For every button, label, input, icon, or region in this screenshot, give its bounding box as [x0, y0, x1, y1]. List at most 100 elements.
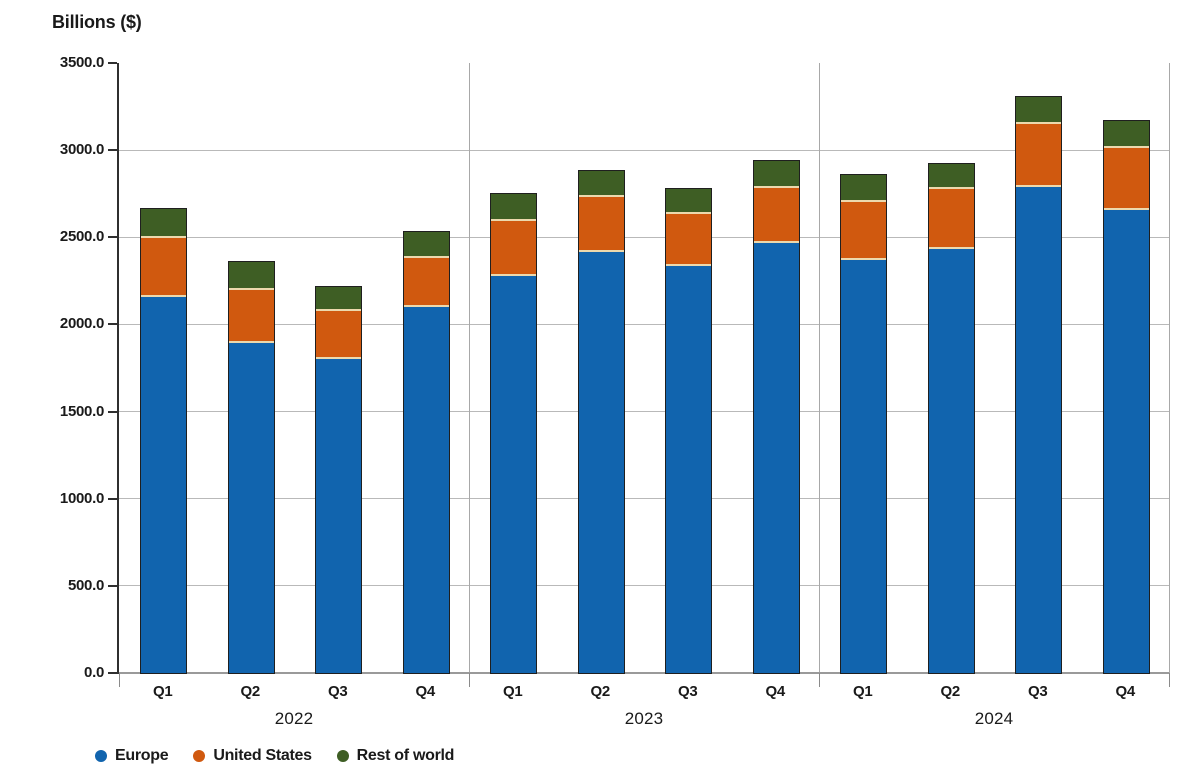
segment-united-states	[491, 220, 537, 276]
segment-europe	[228, 342, 274, 673]
bar-segments	[841, 175, 887, 673]
segment-europe	[316, 359, 362, 673]
chart-title: Billions ($)	[52, 12, 142, 32]
y-axis-tick	[108, 497, 117, 500]
bar-segments	[666, 189, 712, 673]
segment-rest-of-world	[928, 164, 974, 190]
legend-dot-united-states	[193, 750, 206, 762]
quarter-label: Q1	[853, 683, 873, 700]
legend-dot-rest-of-world	[336, 750, 349, 762]
plot-border-right	[1169, 63, 1170, 673]
bar-2023-q2	[577, 170, 625, 674]
segment-rest-of-world	[841, 175, 887, 202]
y-axis-tick	[108, 584, 117, 587]
quarter-label: Q3	[328, 683, 348, 700]
y-axis-tick-label: 3000.0	[59, 141, 104, 159]
segment-rest-of-world	[316, 286, 362, 312]
bar-segments	[928, 164, 974, 673]
legend-label: Europe	[115, 747, 169, 764]
y-axis-tick-label: 500.0	[67, 576, 104, 594]
bar-2023-q4	[752, 159, 800, 674]
y-axis-tick	[108, 410, 117, 413]
year-separator	[469, 63, 470, 687]
y-axis-tick	[108, 149, 117, 152]
segment-united-states	[753, 187, 799, 244]
gridline	[119, 236, 1169, 238]
year-label: 2024	[974, 709, 1014, 728]
segment-rest-of-world	[491, 193, 537, 221]
segment-europe	[1016, 186, 1062, 673]
bar-2023-q3	[665, 188, 713, 674]
bar-segments	[491, 193, 537, 673]
bar-2022-q2	[227, 260, 275, 674]
bar-segments	[753, 160, 799, 673]
segment-united-states	[228, 290, 274, 343]
x-axis-group-tick	[819, 673, 820, 687]
quarter-label: Q1	[503, 683, 523, 700]
legend-item-europe: Europe	[95, 747, 169, 765]
gridline	[119, 411, 1169, 413]
quarter-label: Q4	[765, 683, 786, 700]
x-axis-group-tick	[119, 673, 120, 687]
segment-united-states	[1016, 123, 1062, 187]
legend-item-united-states: United States	[193, 747, 312, 765]
quarter-label: Q4	[415, 683, 436, 700]
y-axis-tick-label: 1000.0	[59, 489, 104, 507]
legend-dot-europe	[95, 750, 107, 762]
segment-rest-of-world	[228, 261, 274, 291]
x-axis-line	[119, 672, 1169, 674]
bar-segments	[578, 171, 624, 673]
segment-rest-of-world	[1016, 96, 1062, 124]
y-axis-tick	[108, 672, 117, 674]
segment-united-states	[841, 201, 887, 260]
legend-label: United States	[213, 747, 312, 764]
quarter-label: Q3	[678, 683, 698, 700]
segment-europe	[928, 249, 974, 673]
quarter-label: Q1	[153, 683, 173, 700]
segment-europe	[1103, 210, 1149, 673]
segment-europe	[841, 259, 887, 673]
bar-segments	[403, 232, 449, 673]
y-axis-tick-label: 1500.0	[59, 402, 104, 420]
y-axis-tick	[108, 236, 117, 239]
bar-segments	[1016, 96, 1062, 673]
bar-segments	[1103, 121, 1149, 673]
segment-united-states	[1103, 148, 1149, 211]
segment-rest-of-world	[1103, 121, 1149, 149]
segment-united-states	[403, 258, 449, 307]
segment-europe	[578, 252, 624, 673]
y-axis-tick	[108, 323, 117, 326]
segment-united-states	[141, 238, 187, 297]
quarter-label: Q2	[940, 683, 961, 700]
segment-rest-of-world	[403, 232, 449, 259]
segment-europe	[753, 243, 799, 673]
segment-rest-of-world	[753, 160, 799, 188]
x-axis-group-tick	[1169, 673, 1170, 687]
year-label: 2023	[624, 709, 664, 728]
y-axis-tick-label: 2000.0	[59, 315, 104, 333]
y-axis-line	[117, 63, 119, 674]
year-separator	[819, 63, 820, 687]
segment-united-states	[316, 311, 362, 360]
segment-europe	[491, 275, 537, 673]
segment-united-states	[928, 189, 974, 250]
segment-rest-of-world	[578, 171, 624, 198]
y-axis-tick-label: 2500.0	[59, 228, 104, 246]
bar-segments	[316, 286, 362, 673]
bar-2022-q4	[402, 231, 450, 674]
segment-rest-of-world	[141, 208, 187, 239]
legend-item-rest-of-world: Rest of world	[336, 747, 455, 765]
quarter-label: Q2	[240, 683, 261, 700]
year-label: 2022	[274, 709, 314, 728]
gridline	[119, 585, 1169, 587]
quarter-label: Q3	[1028, 683, 1048, 700]
legend-label: Rest of world	[356, 747, 455, 764]
bar-2024-q3	[1015, 95, 1063, 674]
y-axis-tick-label: 3500.0	[59, 54, 104, 71]
segment-united-states	[578, 197, 624, 253]
legend: Europe United States Rest of world	[95, 747, 454, 765]
quarter-label: Q2	[590, 683, 611, 700]
segment-rest-of-world	[666, 189, 712, 214]
x-axis-group-tick	[469, 673, 470, 687]
